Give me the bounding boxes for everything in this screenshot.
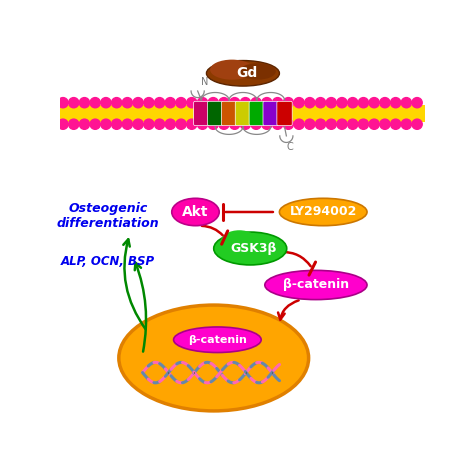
Ellipse shape xyxy=(210,60,254,80)
Circle shape xyxy=(273,119,283,129)
Circle shape xyxy=(337,98,347,108)
Circle shape xyxy=(122,98,132,108)
FancyBboxPatch shape xyxy=(249,101,264,126)
Circle shape xyxy=(155,119,164,129)
Circle shape xyxy=(380,98,390,108)
Circle shape xyxy=(391,98,401,108)
Circle shape xyxy=(219,98,229,108)
Circle shape xyxy=(326,98,337,108)
Text: β-catenin: β-catenin xyxy=(283,279,349,292)
Circle shape xyxy=(305,98,315,108)
Ellipse shape xyxy=(239,63,276,80)
Ellipse shape xyxy=(206,61,279,86)
Circle shape xyxy=(219,119,229,129)
Circle shape xyxy=(79,119,90,129)
Text: Gd: Gd xyxy=(236,66,257,80)
Circle shape xyxy=(144,98,154,108)
Circle shape xyxy=(144,119,154,129)
Circle shape xyxy=(315,119,326,129)
Circle shape xyxy=(165,98,175,108)
Circle shape xyxy=(240,98,251,108)
Circle shape xyxy=(369,119,379,129)
Circle shape xyxy=(90,98,100,108)
Circle shape xyxy=(347,98,358,108)
Circle shape xyxy=(358,98,369,108)
Circle shape xyxy=(111,119,122,129)
Circle shape xyxy=(122,119,132,129)
Circle shape xyxy=(251,119,261,129)
Circle shape xyxy=(187,119,197,129)
FancyBboxPatch shape xyxy=(221,101,237,126)
Circle shape xyxy=(273,98,283,108)
Circle shape xyxy=(380,119,390,129)
Text: LY294002: LY294002 xyxy=(290,206,357,219)
Circle shape xyxy=(79,98,90,108)
Ellipse shape xyxy=(214,232,287,265)
Ellipse shape xyxy=(265,270,367,300)
Circle shape xyxy=(58,119,68,129)
Circle shape xyxy=(347,119,358,129)
Ellipse shape xyxy=(173,327,261,353)
Circle shape xyxy=(176,119,186,129)
Circle shape xyxy=(58,98,68,108)
Circle shape xyxy=(412,119,422,129)
Circle shape xyxy=(315,98,326,108)
Circle shape xyxy=(369,98,379,108)
Text: C: C xyxy=(287,142,293,152)
Text: N: N xyxy=(201,77,209,87)
Circle shape xyxy=(251,98,261,108)
Circle shape xyxy=(165,119,175,129)
Circle shape xyxy=(197,98,208,108)
Circle shape xyxy=(69,98,79,108)
Text: β-catenin: β-catenin xyxy=(188,335,247,345)
Circle shape xyxy=(262,119,272,129)
FancyBboxPatch shape xyxy=(235,101,251,126)
Circle shape xyxy=(111,98,122,108)
Circle shape xyxy=(401,98,411,108)
Circle shape xyxy=(412,98,422,108)
FancyBboxPatch shape xyxy=(277,101,292,126)
Ellipse shape xyxy=(119,305,309,411)
Circle shape xyxy=(101,98,111,108)
Circle shape xyxy=(283,119,293,129)
Circle shape xyxy=(197,119,208,129)
Circle shape xyxy=(176,98,186,108)
Circle shape xyxy=(391,119,401,129)
Circle shape xyxy=(101,119,111,129)
Circle shape xyxy=(133,119,143,129)
Circle shape xyxy=(155,98,164,108)
Text: ALP, OCN, BSP: ALP, OCN, BSP xyxy=(61,255,155,268)
Circle shape xyxy=(401,119,411,129)
Circle shape xyxy=(240,119,251,129)
Circle shape xyxy=(229,98,240,108)
Bar xyxy=(61,105,425,122)
Circle shape xyxy=(69,119,79,129)
Ellipse shape xyxy=(221,230,257,252)
Text: GSK3β: GSK3β xyxy=(231,242,277,255)
Circle shape xyxy=(358,119,369,129)
Circle shape xyxy=(294,119,304,129)
FancyBboxPatch shape xyxy=(194,101,209,126)
Circle shape xyxy=(90,119,100,129)
Ellipse shape xyxy=(279,198,367,226)
Circle shape xyxy=(326,119,337,129)
Circle shape xyxy=(208,98,219,108)
FancyBboxPatch shape xyxy=(208,101,223,126)
Text: Akt: Akt xyxy=(182,205,209,219)
Text: Osteogenic
differentiation: Osteogenic differentiation xyxy=(56,201,159,229)
FancyBboxPatch shape xyxy=(263,101,278,126)
Circle shape xyxy=(283,98,293,108)
Circle shape xyxy=(229,119,240,129)
Ellipse shape xyxy=(172,198,219,226)
Circle shape xyxy=(262,98,272,108)
Circle shape xyxy=(133,98,143,108)
Circle shape xyxy=(305,119,315,129)
Circle shape xyxy=(294,98,304,108)
Circle shape xyxy=(337,119,347,129)
Circle shape xyxy=(187,98,197,108)
Circle shape xyxy=(208,119,219,129)
